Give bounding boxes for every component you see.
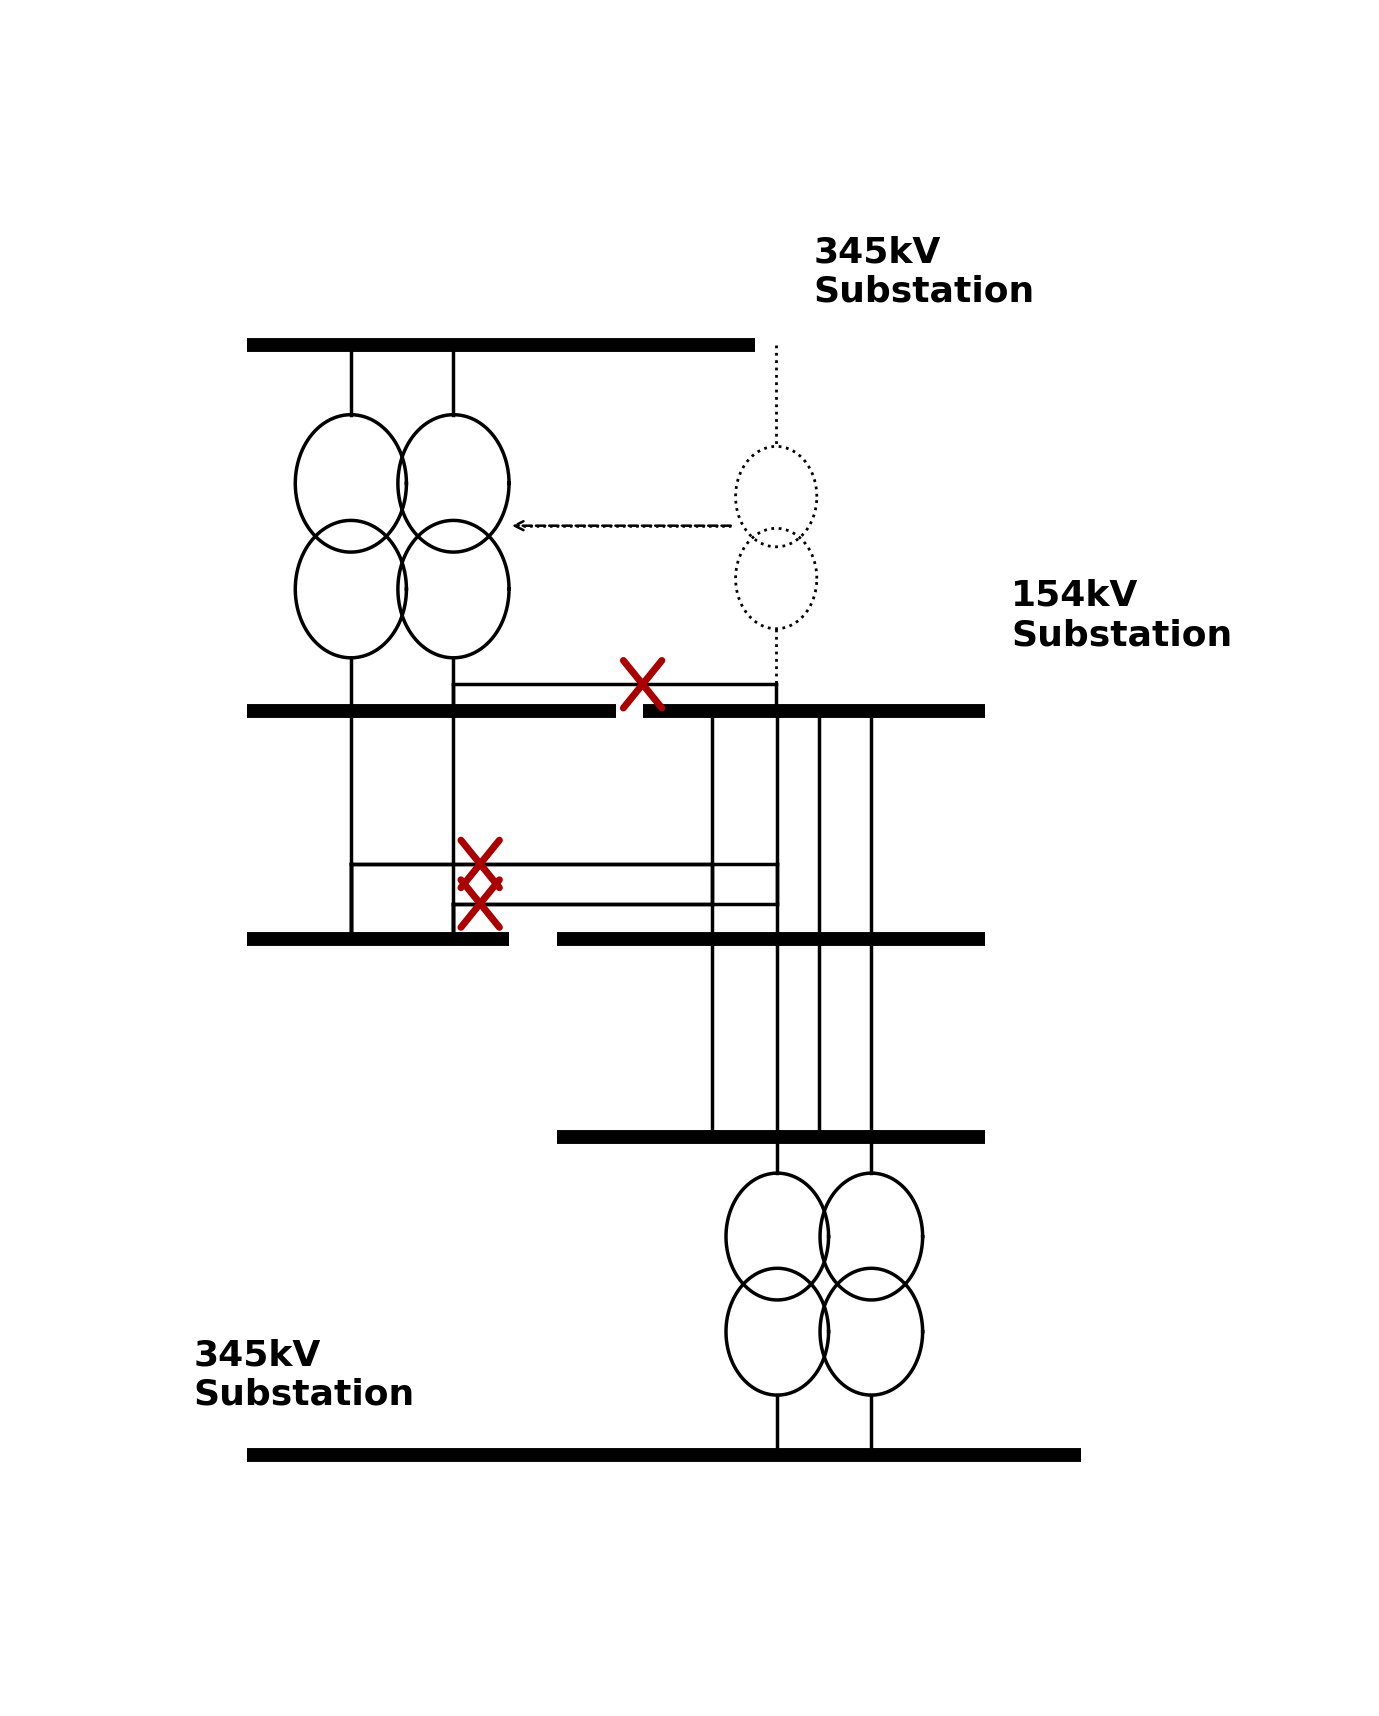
Text: 345kV
Substation: 345kV Substation — [814, 235, 1034, 309]
Text: 345kV
Substation: 345kV Substation — [193, 1338, 415, 1412]
Text: 154kV
Substation: 154kV Substation — [1011, 578, 1233, 652]
